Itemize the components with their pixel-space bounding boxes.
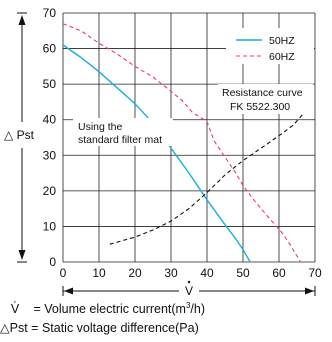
legend-label-50hz: 50HZ bbox=[269, 35, 295, 47]
filter-mat-label-1: Using the bbox=[78, 121, 123, 133]
x-axis-arrowhead-right bbox=[305, 287, 314, 295]
y-tick-label: 50 bbox=[43, 77, 57, 91]
x-axis-arrowhead-left bbox=[64, 287, 73, 295]
x-axis-label-dot bbox=[187, 280, 191, 284]
volume-description: = Volume electric current(m bbox=[33, 302, 186, 317]
volume-unit-end: /h) bbox=[190, 302, 206, 317]
volume-symbol-letter: V bbox=[10, 302, 20, 317]
x-axis-label: V bbox=[185, 284, 193, 298]
series-line-50hz bbox=[62, 44, 251, 263]
legend-background bbox=[226, 28, 314, 64]
filter-label-background bbox=[73, 118, 173, 146]
x-tick-label: 70 bbox=[308, 266, 322, 280]
y-axis-label: △ Pst bbox=[4, 128, 35, 142]
y-axis-arrowhead-up bbox=[18, 15, 26, 25]
y-tick-label: 70 bbox=[43, 6, 57, 20]
pressure-description: = Static voltage difference(Pa) bbox=[31, 321, 199, 335]
x-tick-label: 50 bbox=[236, 266, 250, 280]
x-tick-label: 60 bbox=[272, 266, 286, 280]
y-tick-label: 10 bbox=[43, 219, 57, 233]
y-tick-label: 20 bbox=[43, 184, 57, 198]
y-tick-label: 60 bbox=[43, 42, 57, 56]
series-layer bbox=[62, 23, 305, 263]
y-tick-label: 0 bbox=[49, 255, 56, 269]
x-tick-label: 30 bbox=[164, 266, 178, 280]
filter-mat-label-2: standard filter mat bbox=[78, 134, 162, 146]
footer-volume-line: · V = Volume electric current(m3/h) bbox=[0, 294, 206, 317]
footer-pressure-line: △Pst = Static voltage difference(Pa) bbox=[0, 320, 199, 335]
resistance-curve-label: Resistance curve bbox=[222, 87, 303, 99]
legend: 50HZ 60HZ bbox=[226, 28, 314, 64]
series-line-60hz bbox=[62, 23, 302, 263]
x-tick-label: 40 bbox=[200, 266, 214, 280]
x-tick-label: 20 bbox=[128, 266, 142, 280]
resistance-curve-model: FK 5522.300 bbox=[230, 101, 290, 113]
volume-superscript: 3 bbox=[185, 301, 191, 310]
annotations: Resistance curve FK 5522.300 Using thestan… bbox=[73, 84, 313, 146]
resistance-label-background bbox=[218, 84, 313, 114]
series-line-resistance-curve bbox=[109, 112, 305, 245]
pressure-symbol: △Pst bbox=[0, 321, 28, 335]
volume-symbol: · V bbox=[0, 294, 30, 317]
x-tick-label: 10 bbox=[92, 266, 106, 280]
legend-label-60hz: 60HZ bbox=[269, 51, 295, 63]
y-tick-label: 40 bbox=[43, 113, 57, 127]
x-tick-label: 0 bbox=[60, 266, 67, 280]
y-tick-label: 30 bbox=[43, 148, 57, 162]
tick-labels: 0 10 20 30 40 50 60 70 0 10 20 30 40 50 60 70 bbox=[43, 6, 322, 280]
y-axis-arrowhead-down bbox=[18, 250, 26, 260]
volume-dot: · bbox=[12, 294, 17, 309]
axes: △ Pst V bbox=[4, 12, 316, 298]
